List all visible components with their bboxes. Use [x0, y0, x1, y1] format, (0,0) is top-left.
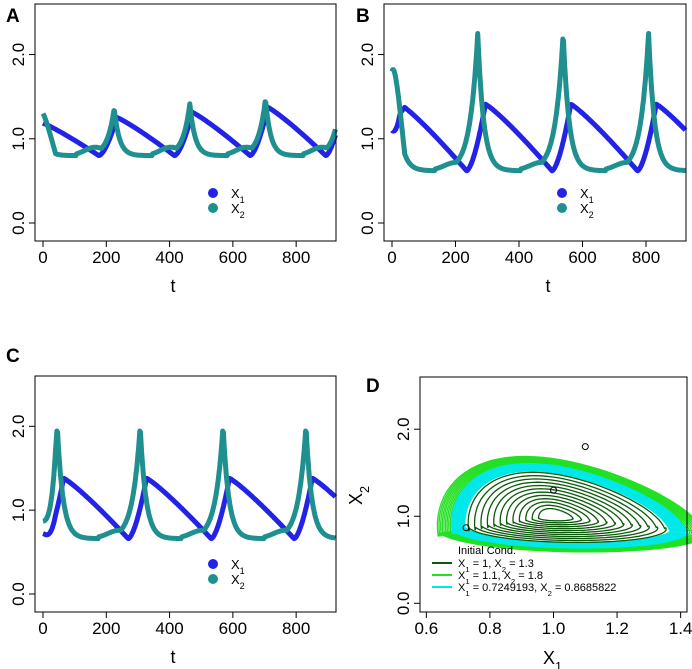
x-tick-label: 400: [155, 248, 183, 267]
x-tick-label: 1.4: [669, 619, 692, 638]
y-tick-label: 2.0: [394, 417, 413, 441]
x-tick-label: 400: [505, 248, 533, 267]
legend-marker-x1: [208, 188, 218, 198]
x-tick-label: 0.8: [478, 619, 502, 638]
y-tick-label: 0.0: [358, 211, 377, 235]
legend-marker-x2: [208, 574, 218, 584]
panel-a-series-x2: [40, 99, 338, 159]
legend-label-x1: X1: [231, 186, 245, 205]
x-tick-label: 200: [92, 619, 120, 638]
x-tick-label: 0: [38, 248, 47, 267]
y-tick-label: 1.0: [9, 127, 28, 151]
orbit-dark-ring: [486, 481, 642, 538]
panel-d-letter: D: [366, 376, 380, 397]
orbit-dark-ring: [525, 501, 591, 526]
legend-label-ic3: X1 = 0.7249193, X2 = 0.8685822: [458, 582, 616, 598]
panel-a-xlabel: t: [170, 276, 175, 296]
x-tick-label: 200: [92, 248, 120, 267]
x-tick-label: 1.2: [605, 619, 629, 638]
panel-d-plot: 0.6 0.8 1.0 1.2 1.4 0.0 1.0 2.0 X1 X2 Initial Cond…: [346, 376, 692, 669]
x-tick-label: 600: [568, 248, 596, 267]
orbit-dark-ring: [493, 484, 633, 536]
panel-a-series-x1: [41, 104, 338, 159]
x-tick-label: 0: [387, 248, 396, 267]
x-tick-label: 400: [155, 619, 183, 638]
orbit-cyan-ring: [450, 462, 689, 549]
x-tick-label: 800: [632, 248, 660, 267]
orbit-dark-ring: [518, 498, 600, 528]
y-tick-label: 2.0: [9, 414, 28, 438]
legend-title: Initial Cond.: [458, 545, 516, 557]
x-tick-label: 600: [219, 248, 247, 267]
initial-point-marker: [550, 486, 557, 494]
panel-c-series-x1: [41, 475, 338, 542]
x-tick-label: 600: [219, 619, 247, 638]
panel-a-letter: A: [6, 6, 20, 27]
y-tick-label: 0.0: [9, 582, 28, 606]
panel-b-series-x2: [389, 31, 688, 174]
legend-marker-x1: [557, 188, 567, 198]
x-tick-label: 1.0: [542, 619, 566, 638]
orbit-green-ring: [436, 455, 692, 553]
y-tick-label: 2.0: [358, 43, 377, 67]
orbit-dark-ring: [499, 488, 625, 534]
panel-b-series-x1: [390, 101, 688, 174]
legend-label-ic2: X1 = 1.1, X2 = 1.8: [458, 570, 543, 586]
y-tick-label: 1.0: [9, 498, 28, 522]
orbit-dark-ring: [537, 507, 574, 522]
orbit-dark-ring: [480, 478, 650, 540]
y-tick-label: 0.0: [394, 591, 413, 615]
legend-marker-x2: [557, 203, 567, 213]
panel-d-ylabel: X2: [346, 486, 372, 505]
x-tick-label: 800: [282, 619, 310, 638]
panel-c-series-x2: [41, 428, 338, 542]
x-tick-label: 200: [441, 248, 469, 267]
x-tick-label: 0: [38, 619, 47, 638]
orbit-dark-ring: [512, 494, 608, 530]
orbit-dark-ring: [467, 471, 667, 544]
y-tick-label: 0.0: [9, 211, 28, 235]
orbit-dark-ring: [505, 491, 617, 532]
y-tick-label: 2.0: [9, 43, 28, 67]
panel-c-xlabel: t: [170, 647, 175, 667]
panel-b-xlabel: t: [545, 276, 550, 296]
panel-a-frame: [34, 3, 337, 242]
panel-b-letter: B: [356, 6, 370, 27]
legend-label-x1: X1: [580, 186, 594, 205]
orbit-dark-ring: [473, 474, 659, 542]
orbit-dark-ring: [531, 504, 583, 524]
panel-d-xlabel: X1: [543, 648, 562, 669]
legend-label-x1: X1: [231, 557, 245, 576]
panel-c-frame: [34, 375, 337, 613]
legend-label-x2: X2: [231, 201, 245, 220]
x-tick-label: 800: [282, 248, 310, 267]
legend-label-x2: X2: [580, 201, 594, 220]
legend-label-ic1: X1 = 1, X2 = 1.3: [458, 558, 534, 574]
legend-marker-x1: [208, 559, 218, 569]
panel-b-frame: [383, 3, 687, 242]
legend-marker-x2: [208, 203, 218, 213]
initial-point-marker: [462, 524, 470, 532]
initial-point-marker: [581, 443, 589, 451]
panel-d: D 0.6 0.8 1.0 1.2 1.4 0.0 1.0 2.0 X1 X2 Initial Co…: [346, 376, 692, 669]
y-tick-label: 1.0: [358, 127, 377, 151]
panel-c-letter: C: [6, 346, 20, 367]
legend-label-x2: X2: [231, 572, 245, 591]
y-tick-label: 1.0: [394, 504, 413, 528]
x-tick-label: 0.6: [415, 619, 439, 638]
